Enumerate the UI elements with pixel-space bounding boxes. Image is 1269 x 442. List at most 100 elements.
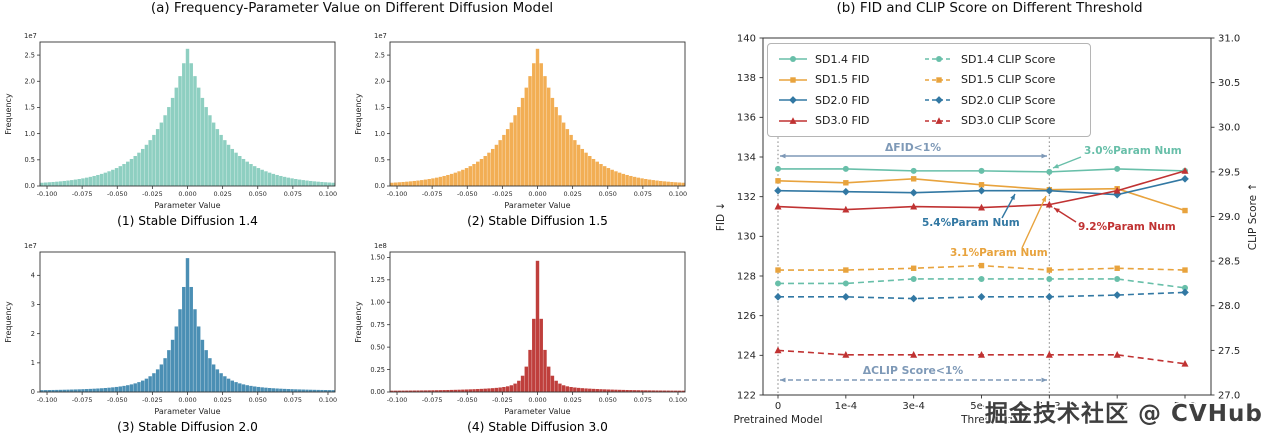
svg-text:1.0: 1.0 bbox=[25, 130, 36, 138]
svg-text:1e-3: 1e-3 bbox=[1038, 401, 1061, 412]
panel-a-title: (a) Frequency-Parameter Value on Differe… bbox=[150, 0, 554, 16]
svg-text:3e-4: 3e-4 bbox=[902, 401, 925, 412]
svg-text:2.5: 2.5 bbox=[25, 51, 36, 59]
svg-text:4: 4 bbox=[31, 272, 35, 280]
svg-text:1e-4: 1e-4 bbox=[835, 401, 858, 412]
svg-text:0.000: 0.000 bbox=[178, 396, 196, 404]
svg-text:27.0: 27.0 bbox=[1218, 390, 1240, 401]
svg-text:1.5: 1.5 bbox=[25, 104, 36, 112]
svg-text:Frequency: Frequency bbox=[354, 301, 363, 343]
svg-text:0.050: 0.050 bbox=[599, 396, 617, 404]
svg-text:0.075: 0.075 bbox=[284, 396, 302, 404]
subplot-sd14: -0.100 -0.075 -0.050 -0.025 0.000 0.025 0.050 0… bbox=[2, 24, 350, 238]
svg-text:CLIP Score ↑: CLIP Score ↑ bbox=[1247, 183, 1259, 251]
svg-text:128: 128 bbox=[737, 271, 756, 282]
svg-text:0.100: 0.100 bbox=[319, 396, 337, 404]
legend-item-sd1-4-clip-score: SD1.4 CLIP Score bbox=[924, 53, 1080, 66]
svg-text:-0.100: -0.100 bbox=[37, 396, 58, 404]
svg-text:Parameter Value: Parameter Value bbox=[504, 407, 570, 416]
legend-label: SD2.0 FID bbox=[815, 93, 870, 107]
legend-sample-diamond-icon bbox=[779, 96, 807, 105]
svg-text:FID ↓: FID ↓ bbox=[715, 202, 727, 231]
svg-text:Frequency: Frequency bbox=[4, 93, 13, 135]
svg-text:29.5: 29.5 bbox=[1218, 167, 1240, 178]
caption-sd30: (4) Stable Diffusion 3.0 bbox=[467, 420, 608, 434]
svg-text:122: 122 bbox=[737, 390, 756, 401]
caption-sd20: (3) Stable Diffusion 2.0 bbox=[117, 420, 258, 434]
svg-text:0.025: 0.025 bbox=[563, 396, 581, 404]
svg-text:1.0: 1.0 bbox=[375, 130, 386, 138]
legend-sample-circle-icon bbox=[779, 56, 807, 63]
svg-text:-0.075: -0.075 bbox=[422, 190, 443, 198]
legend-item-sd3-0-fid: SD3.0 FID bbox=[778, 114, 894, 127]
svg-text:1e7: 1e7 bbox=[374, 32, 387, 40]
svg-text:30.0: 30.0 bbox=[1218, 123, 1240, 134]
svg-text:3.1%Param Num: 3.1%Param Num bbox=[950, 247, 1048, 259]
svg-text:0.0: 0.0 bbox=[25, 182, 36, 190]
svg-text:-0.050: -0.050 bbox=[457, 190, 478, 198]
svg-text:Frequency: Frequency bbox=[4, 301, 13, 343]
svg-text:-0.050: -0.050 bbox=[457, 396, 478, 404]
svg-text:-0.025: -0.025 bbox=[142, 190, 163, 198]
legend-item-sd2-0-fid: SD2.0 FID bbox=[778, 94, 894, 107]
svg-text:-0.050: -0.050 bbox=[107, 396, 128, 404]
caption-sd14: (1) Stable Diffusion 1.4 bbox=[117, 214, 258, 228]
svg-text:-0.100: -0.100 bbox=[37, 190, 58, 198]
svg-text:0.5: 0.5 bbox=[25, 156, 36, 164]
svg-text:-0.050: -0.050 bbox=[107, 190, 128, 198]
svg-text:0.075: 0.075 bbox=[634, 190, 652, 198]
svg-text:-0.075: -0.075 bbox=[72, 190, 93, 198]
svg-text:134: 134 bbox=[737, 152, 756, 163]
svg-text:3e-3: 3e-3 bbox=[1106, 401, 1129, 412]
svg-text:124: 124 bbox=[737, 351, 756, 362]
svg-text:Frequency: Frequency bbox=[354, 93, 363, 135]
svg-text:0.050: 0.050 bbox=[249, 190, 267, 198]
svg-text:0.5: 0.5 bbox=[375, 156, 386, 164]
svg-text:0.100: 0.100 bbox=[319, 190, 337, 198]
svg-text:-0.025: -0.025 bbox=[492, 190, 513, 198]
subplot-sd15: -0.100 -0.075 -0.050 -0.025 0.000 0.025 0.050 0… bbox=[352, 24, 700, 238]
svg-text:132: 132 bbox=[737, 192, 756, 203]
legend-label: SD3.0 FID bbox=[815, 114, 870, 128]
svg-text:0.100: 0.100 bbox=[669, 190, 687, 198]
svg-text:0: 0 bbox=[31, 388, 35, 396]
svg-text:29.0: 29.0 bbox=[1218, 212, 1240, 223]
legend-item-sd2-0-clip-score: SD2.0 CLIP Score bbox=[924, 94, 1080, 107]
svg-text:28.0: 28.0 bbox=[1218, 301, 1240, 312]
legend-sample-triangle-icon bbox=[779, 116, 807, 124]
legend-sample-circle-icon bbox=[925, 56, 954, 63]
svg-text:2.5: 2.5 bbox=[375, 51, 386, 59]
svg-text:0.025: 0.025 bbox=[563, 190, 581, 198]
svg-text:1.00: 1.00 bbox=[370, 298, 385, 306]
svg-text:0.100: 0.100 bbox=[669, 396, 687, 404]
histogram-sd15: -0.100 -0.075 -0.050 -0.025 0.000 0.025 0.050 0… bbox=[354, 32, 687, 210]
svg-text:136: 136 bbox=[737, 113, 756, 124]
subplot-sd30: -0.100 -0.075 -0.050 -0.025 0.000 0.025 0.050 0… bbox=[352, 240, 700, 442]
svg-text:0.0: 0.0 bbox=[375, 182, 386, 190]
legend-sample-square-icon bbox=[925, 77, 954, 83]
svg-text:ΔCLIP Score<1%: ΔCLIP Score<1% bbox=[863, 364, 964, 377]
svg-text:1e7: 1e7 bbox=[24, 32, 37, 40]
svg-text:28.5: 28.5 bbox=[1218, 257, 1240, 268]
legend-label: SD1.5 FID bbox=[815, 73, 870, 87]
svg-text:1: 1 bbox=[31, 359, 35, 367]
svg-text:0.25: 0.25 bbox=[370, 366, 385, 374]
svg-text:0.000: 0.000 bbox=[178, 190, 196, 198]
svg-text:0.025: 0.025 bbox=[213, 396, 231, 404]
svg-text:-0.100: -0.100 bbox=[387, 190, 408, 198]
legend-label: SD1.5 CLIP Score bbox=[961, 73, 1056, 87]
svg-text:0.075: 0.075 bbox=[284, 190, 302, 198]
watermark: 掘金技术社区 @ CVHub bbox=[985, 401, 1263, 427]
svg-text:1e7: 1e7 bbox=[24, 242, 37, 250]
fid-clip-line-chart: 140 138 136 134 132 130 128 126 124 122 31.0 30.5 30… bbox=[715, 33, 1259, 426]
svg-text:-0.075: -0.075 bbox=[422, 396, 443, 404]
svg-text:1.25: 1.25 bbox=[370, 276, 385, 284]
svg-text:138: 138 bbox=[737, 73, 756, 84]
svg-text:0.75: 0.75 bbox=[370, 321, 385, 329]
svg-text:30.5: 30.5 bbox=[1218, 78, 1240, 89]
svg-text:140: 140 bbox=[737, 33, 756, 44]
legend-label: SD1.4 CLIP Score bbox=[961, 52, 1056, 66]
svg-text:0.000: 0.000 bbox=[528, 396, 546, 404]
svg-text:Pretrained Model: Pretrained Model bbox=[733, 414, 822, 426]
